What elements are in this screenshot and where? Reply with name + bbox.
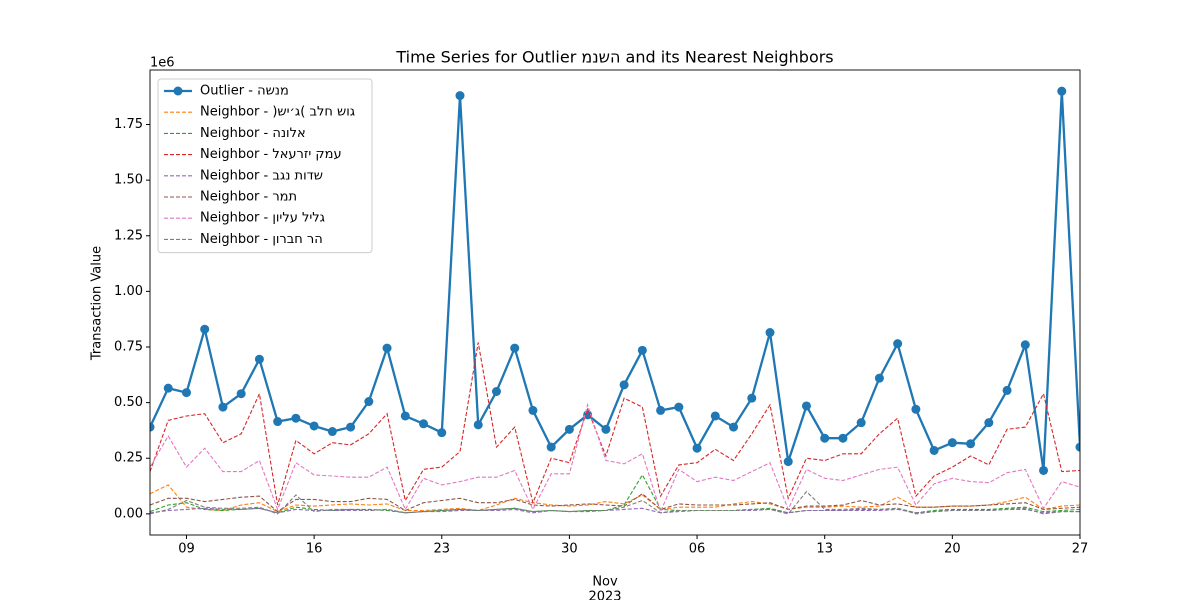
y-axis-label: Transaction Value bbox=[90, 246, 105, 361]
x-tick-label: 13 bbox=[816, 542, 833, 557]
point bbox=[783, 457, 793, 467]
point bbox=[619, 380, 629, 390]
y-tick-label: 1.75 bbox=[114, 117, 143, 132]
point bbox=[309, 421, 319, 431]
x-tick-label: 06 bbox=[689, 542, 706, 557]
y-tick-label: 0.75 bbox=[114, 339, 143, 354]
y-offset-label: 1e6 bbox=[150, 56, 175, 71]
point bbox=[601, 424, 611, 434]
x-tick-label: 23 bbox=[433, 542, 450, 557]
legend-box bbox=[157, 78, 373, 254]
legend-label: Neighbor - ןורבח רה bbox=[200, 232, 323, 247]
x-tick-label: 09 bbox=[178, 542, 195, 557]
point bbox=[838, 433, 848, 443]
point bbox=[491, 386, 501, 396]
legend-label: Neighbor - )שי׳ג( בלח שוג bbox=[200, 105, 355, 120]
legend-label: Neighbor - רמת bbox=[200, 190, 297, 205]
plot-frame bbox=[149, 69, 1081, 536]
point bbox=[874, 373, 884, 383]
y-tick-label: 1.25 bbox=[114, 228, 143, 243]
x-offset-month: Nov bbox=[592, 575, 618, 590]
point bbox=[856, 418, 866, 428]
point bbox=[911, 404, 921, 414]
point bbox=[510, 343, 520, 353]
point bbox=[637, 345, 647, 355]
point bbox=[947, 438, 957, 448]
x-tick-label: 27 bbox=[1072, 542, 1089, 557]
series-line bbox=[150, 507, 1080, 514]
point bbox=[291, 413, 301, 423]
y-tick-label: 1.50 bbox=[114, 173, 143, 188]
legend-label: Outlier - השנמ bbox=[200, 84, 289, 99]
legend-label: Neighbor - לאערזי קמע bbox=[200, 147, 342, 162]
point bbox=[692, 443, 702, 453]
point bbox=[455, 91, 465, 101]
point bbox=[273, 417, 283, 427]
x-tick-label: 16 bbox=[306, 542, 323, 557]
point bbox=[218, 402, 228, 412]
point bbox=[966, 439, 976, 449]
point bbox=[150, 422, 155, 432]
point bbox=[181, 388, 191, 398]
y-tick-label: 1.00 bbox=[114, 284, 143, 299]
series-line bbox=[150, 473, 1080, 514]
legend-marker bbox=[173, 86, 183, 96]
x-tick-label: 30 bbox=[561, 542, 578, 557]
point bbox=[400, 411, 410, 421]
legend-label: Neighbor - הנולא bbox=[200, 126, 306, 141]
legend-label: Neighbor - ןוילע לילג bbox=[200, 211, 325, 226]
point bbox=[801, 401, 811, 411]
point bbox=[656, 405, 666, 415]
point bbox=[929, 445, 939, 455]
x-tick-label: 20 bbox=[944, 542, 961, 557]
series-line bbox=[150, 402, 1080, 514]
y-tick-label: 0.50 bbox=[114, 395, 143, 410]
point bbox=[1020, 340, 1030, 350]
x-offset-year: 2023 bbox=[588, 590, 621, 600]
y-tick-label: 0.00 bbox=[114, 506, 143, 521]
point bbox=[747, 393, 757, 403]
point bbox=[1002, 385, 1012, 395]
chart-title: Time Series for Outlier מנשה and its Nea… bbox=[395, 48, 833, 67]
legend-label: Neighbor - בגנ תודש bbox=[200, 168, 323, 183]
series-line bbox=[150, 490, 1080, 515]
point bbox=[1057, 86, 1067, 96]
point bbox=[820, 433, 830, 443]
point bbox=[327, 427, 337, 437]
point bbox=[419, 419, 429, 429]
plot bbox=[150, 86, 1080, 515]
point bbox=[163, 383, 173, 393]
series-line bbox=[150, 493, 1080, 513]
series-line bbox=[150, 91, 1080, 471]
point bbox=[893, 339, 903, 349]
point bbox=[1039, 465, 1049, 475]
point bbox=[346, 422, 356, 432]
point bbox=[674, 402, 684, 412]
point bbox=[765, 328, 775, 338]
point bbox=[236, 389, 246, 399]
series-line bbox=[150, 342, 1080, 506]
point bbox=[254, 354, 264, 364]
point bbox=[437, 428, 447, 438]
point bbox=[382, 343, 392, 353]
point bbox=[564, 424, 574, 434]
point bbox=[1075, 442, 1080, 452]
point bbox=[473, 420, 483, 430]
y-tick-label: 0.25 bbox=[114, 451, 143, 466]
point bbox=[710, 411, 720, 421]
point bbox=[200, 324, 210, 334]
point bbox=[984, 418, 994, 428]
point bbox=[546, 442, 556, 452]
point bbox=[528, 405, 538, 415]
point bbox=[364, 397, 374, 407]
point bbox=[729, 422, 739, 432]
